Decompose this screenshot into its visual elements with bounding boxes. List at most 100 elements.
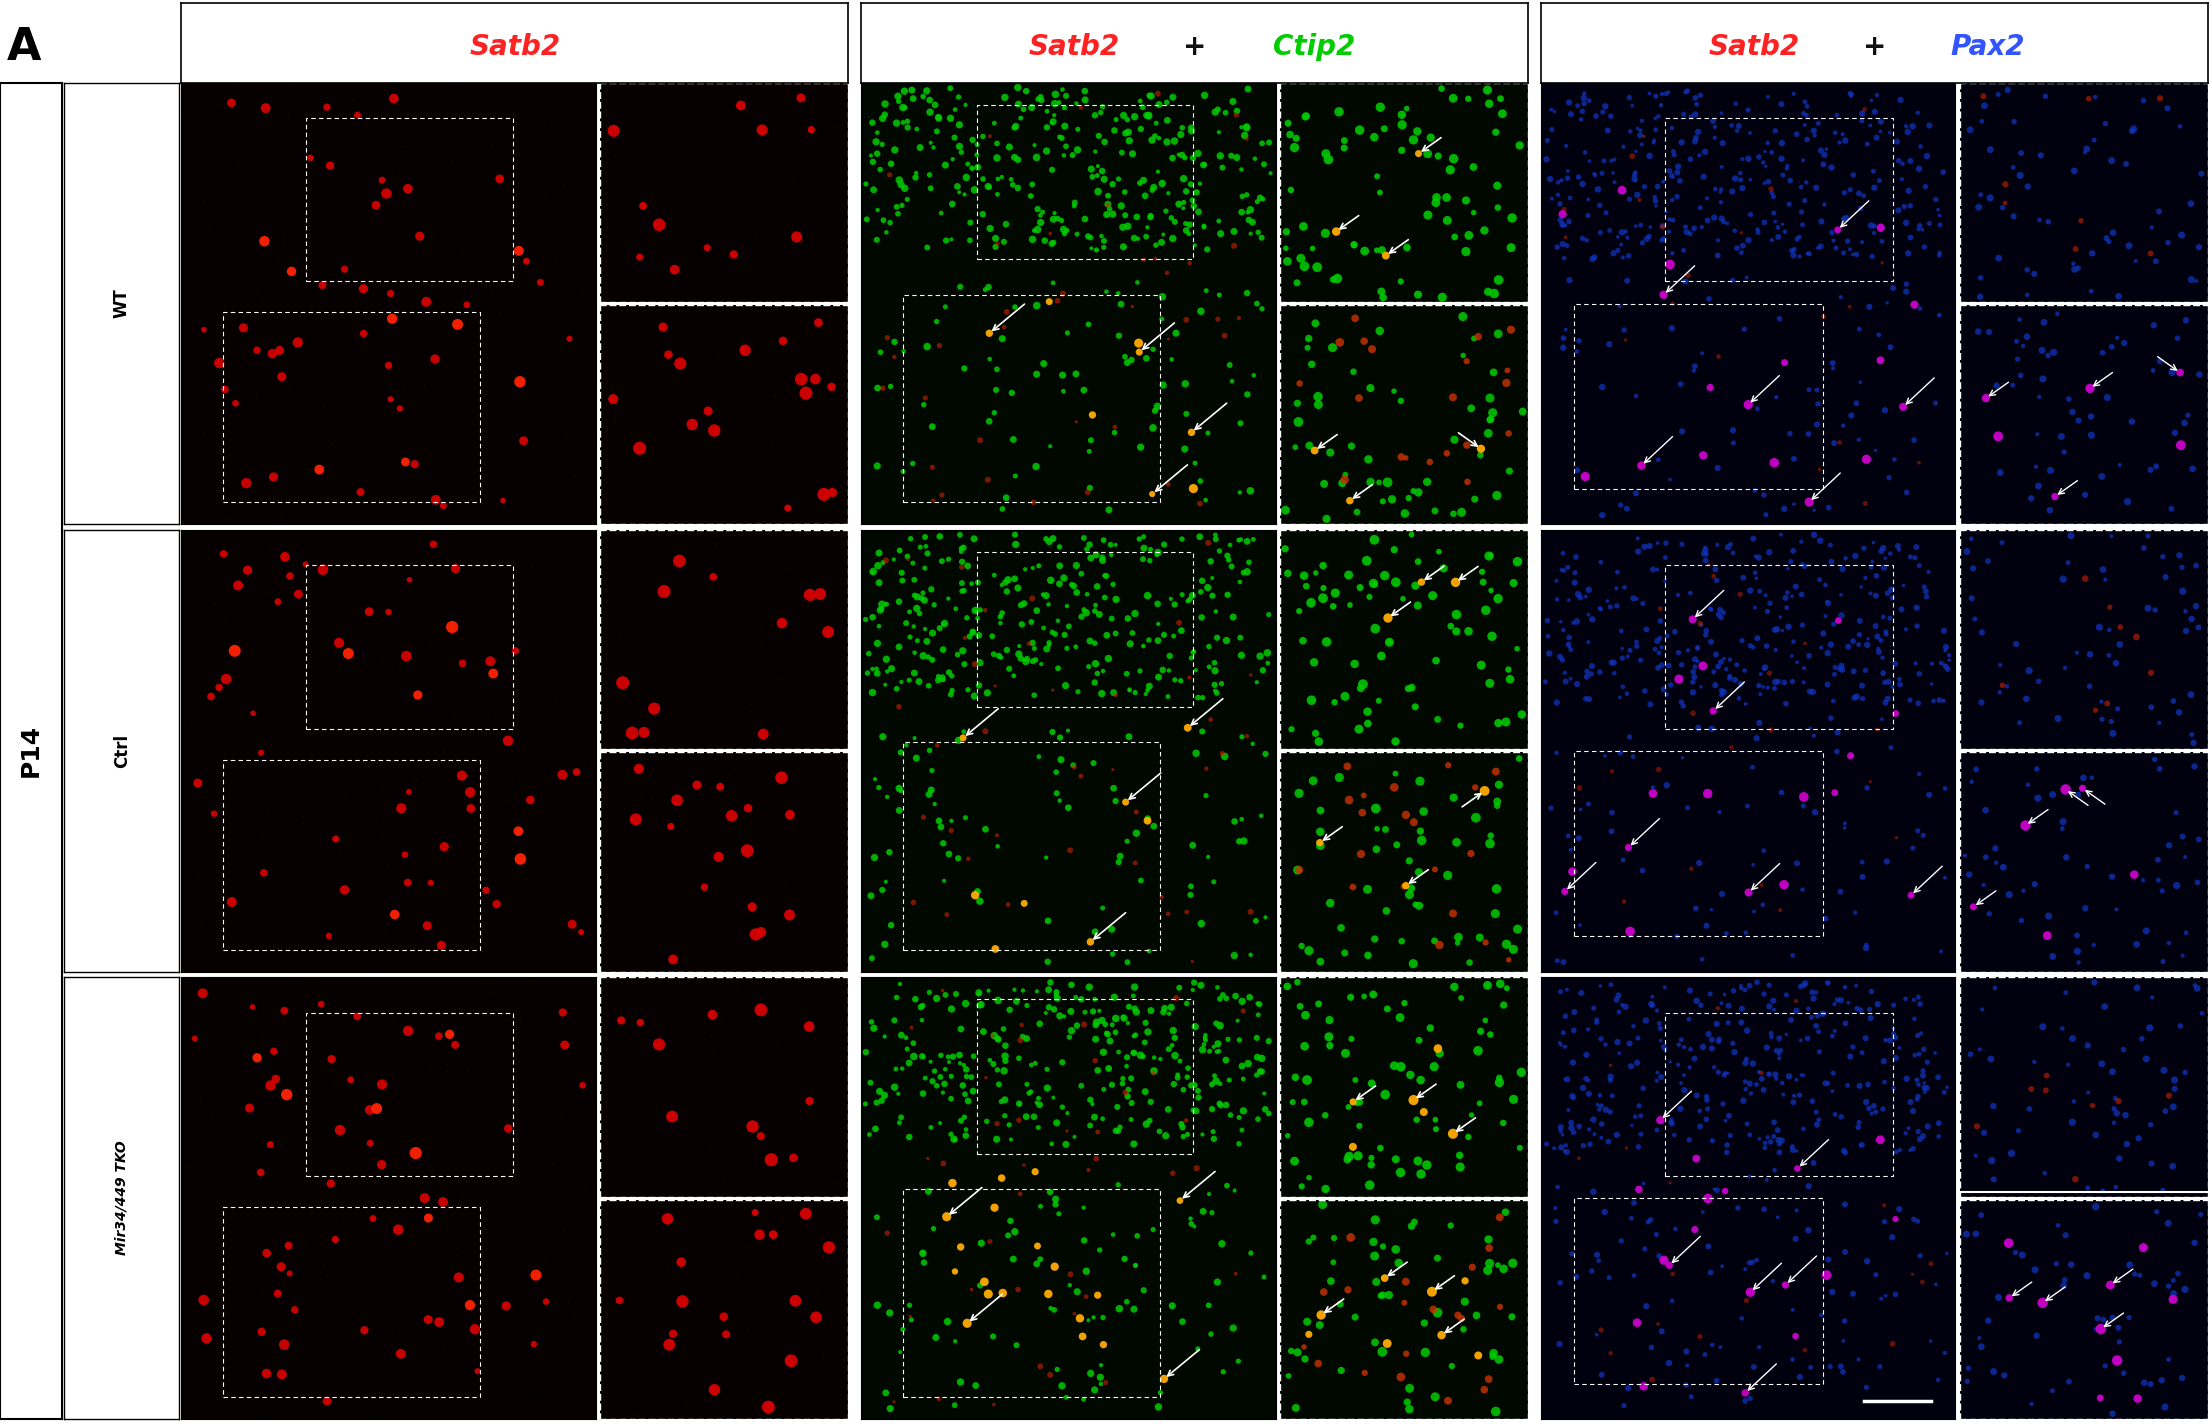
Point [1168, 147, 1203, 170]
Point [668, 498, 703, 520]
Point [1150, 1038, 1186, 1061]
Point [321, 539, 356, 562]
Point [434, 616, 469, 639]
Point [1730, 1020, 1765, 1042]
Point [453, 436, 489, 459]
Point [624, 575, 659, 597]
Text: Satb2: Satb2 [1029, 33, 1119, 61]
Point [509, 1348, 544, 1370]
Point [349, 684, 385, 707]
Point [376, 1352, 411, 1375]
Point [422, 806, 458, 829]
Point [670, 106, 706, 128]
Point [345, 1091, 380, 1114]
Point [268, 348, 303, 371]
Point [734, 693, 770, 716]
Point [504, 1065, 540, 1088]
Point [1568, 141, 1604, 164]
Point [1803, 458, 1838, 481]
Point [1747, 140, 1783, 163]
Point [688, 592, 723, 615]
Point [1743, 663, 1778, 686]
Point [1303, 950, 1338, 973]
Point [622, 329, 657, 352]
Point [1046, 96, 1082, 118]
Point [1997, 633, 2033, 656]
Point [1500, 550, 1535, 573]
Point [294, 299, 330, 322]
Point [628, 198, 664, 221]
Point [179, 814, 215, 837]
Point [1730, 147, 1765, 170]
Point [1387, 991, 1422, 1014]
Point [947, 720, 982, 743]
Point [179, 180, 215, 202]
Point [692, 222, 728, 245]
Point [429, 858, 465, 881]
Point [1121, 332, 1157, 355]
Point [1745, 151, 1781, 174]
Point [1661, 642, 1697, 665]
Point [1571, 630, 1606, 653]
Point [1175, 646, 1210, 669]
Point [1785, 974, 1820, 997]
Point [2020, 1325, 2055, 1348]
Point [369, 1195, 405, 1218]
Point [958, 178, 993, 201]
Point [805, 978, 841, 1001]
Point [1593, 1101, 1628, 1124]
Point [1816, 992, 1851, 1015]
Point [1568, 1067, 1604, 1089]
Point [1057, 636, 1093, 659]
Point [1077, 1105, 1113, 1128]
Point [933, 679, 969, 702]
Point [1686, 1201, 1721, 1224]
Point [1283, 934, 1318, 957]
Point [1181, 1338, 1217, 1360]
Point [281, 1315, 316, 1338]
Point [1840, 1111, 1876, 1134]
Point [949, 1124, 984, 1147]
Point [495, 96, 531, 118]
Point [960, 607, 995, 630]
Point [573, 1061, 608, 1084]
Point [436, 800, 471, 823]
Point [1155, 207, 1190, 230]
Point [1796, 724, 1832, 747]
Point [1783, 1064, 1818, 1087]
Point [900, 586, 936, 609]
Point [215, 820, 250, 843]
Point [664, 352, 699, 375]
Point [1172, 173, 1208, 195]
Point [411, 1293, 447, 1316]
Point [374, 282, 409, 305]
Point [1453, 396, 1489, 419]
Point [1270, 250, 1305, 272]
Point [456, 133, 491, 155]
Point [440, 1266, 476, 1289]
Point [458, 653, 493, 676]
Point [1626, 231, 1661, 254]
Point [1175, 421, 1210, 443]
Point [571, 833, 606, 856]
Point [2064, 210, 2099, 232]
Point [526, 656, 562, 679]
Point [1774, 1135, 1809, 1158]
Point [1340, 386, 1376, 409]
Point [914, 649, 949, 672]
Point [637, 954, 672, 977]
Point [2124, 1027, 2159, 1050]
Point [951, 625, 987, 647]
Point [1084, 682, 1119, 704]
Point [1088, 1022, 1124, 1045]
Point [1553, 270, 1588, 292]
Point [1666, 103, 1701, 125]
Point [1418, 499, 1453, 522]
Point [989, 1050, 1024, 1072]
Point [626, 984, 661, 1007]
Point [1110, 607, 1146, 630]
Point [1152, 645, 1188, 667]
Point [389, 727, 425, 750]
Point [564, 722, 599, 744]
Point [239, 1396, 274, 1419]
